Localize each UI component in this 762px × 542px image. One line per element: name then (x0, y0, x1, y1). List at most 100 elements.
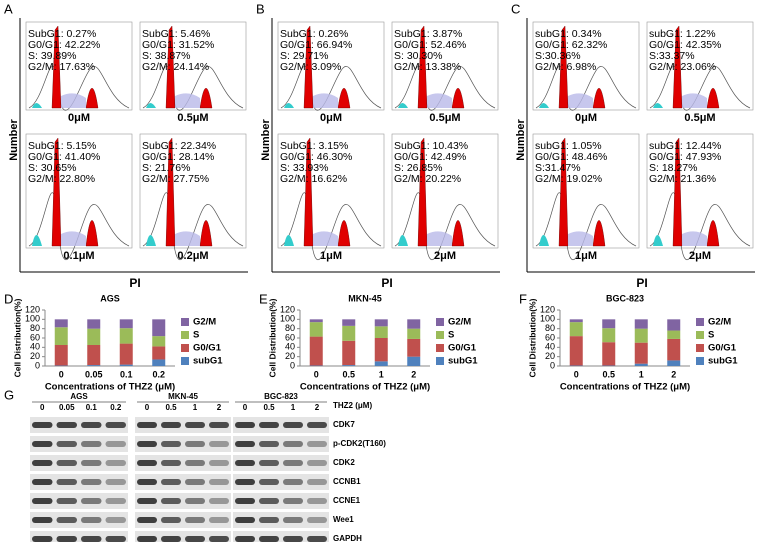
bar-segment (602, 319, 616, 329)
blot-strip (135, 436, 231, 452)
subg1-peak (398, 103, 408, 108)
band (32, 536, 53, 542)
bar-segment (569, 336, 583, 366)
band (259, 460, 279, 466)
g2-peak (592, 220, 606, 247)
band (137, 460, 157, 466)
phase-stat: S: 30.30% (394, 50, 442, 62)
subg1-peak (32, 235, 42, 246)
bar-segment (374, 319, 388, 327)
blot-strip (233, 531, 329, 542)
y-tick-label: 0 (290, 360, 295, 370)
dose-label: 0.5μM (429, 112, 460, 124)
bar-segment (342, 319, 356, 326)
blot-strip (30, 512, 128, 528)
bar-segment (374, 361, 388, 366)
bar-segment (667, 330, 681, 339)
phase-stat: G2/M: 22.80% (28, 173, 95, 185)
band (209, 479, 229, 485)
bar-segment (309, 319, 323, 323)
band (259, 498, 279, 504)
band (283, 441, 303, 447)
band (32, 479, 53, 485)
bar-segment (634, 363, 648, 366)
dose: 1 (291, 403, 296, 412)
y-tick-label: 20 (30, 351, 40, 361)
phase-stat: G0/G1: 48.46% (535, 151, 607, 163)
g2-peak (706, 88, 720, 109)
g1-peak (672, 25, 683, 109)
bar-segment (342, 365, 356, 366)
histogram-outline (28, 192, 130, 260)
x-axis-label: Concentrations of THZ2 (μM) (300, 382, 430, 393)
legend-swatch (436, 331, 444, 339)
bar-segment (667, 319, 681, 331)
x-axis-label: Concentrations of THZ2 (μM) (560, 382, 690, 393)
dose-label: 1μM (320, 250, 342, 262)
dose-label: 1μM (575, 250, 597, 262)
bar-segment (119, 319, 133, 329)
y-tick-label: 120 (540, 304, 555, 314)
legend-label: S (193, 330, 199, 341)
blot-strip (30, 417, 128, 433)
phase-stat: G2/M: 24.14% (142, 61, 209, 73)
band (185, 460, 205, 466)
band (161, 536, 181, 542)
bar-segment (309, 322, 323, 337)
legend-swatch (181, 344, 189, 352)
phase-stat: SubG1: 22.34% (142, 140, 216, 152)
y-tick-label: 40 (30, 342, 40, 352)
band (307, 536, 327, 542)
band (105, 460, 126, 466)
y-tick-label: 0 (550, 360, 555, 370)
phase-stat: SubG1: 0.26% (280, 28, 348, 40)
phase-stat: G0/G1: 46.30% (280, 151, 352, 163)
dose: 0.5 (165, 403, 177, 412)
legend-label: subG1 (448, 356, 478, 367)
band (56, 479, 77, 485)
band (283, 479, 303, 485)
phase-stat: S: 18.27% (649, 162, 697, 174)
band (105, 441, 126, 447)
x-axis-label: PI (129, 276, 140, 290)
dose: 0 (40, 403, 45, 412)
panel-letter: E (259, 291, 268, 306)
bar-segment (634, 328, 648, 343)
subg1-peak (398, 235, 408, 246)
bar-segment (407, 319, 421, 329)
panel-letter: D (4, 291, 13, 306)
y-tick-label: 60 (30, 332, 40, 342)
phase-stat: S:33.37% (649, 50, 695, 62)
bar-segment (667, 338, 681, 361)
phase-stat: SubG1: 5.15% (28, 140, 96, 152)
blot-strip (233, 417, 329, 433)
bar-segment (374, 326, 388, 338)
g1-peak (51, 25, 62, 109)
g1-peak (165, 137, 176, 247)
dose-label: 2μM (434, 250, 456, 262)
band (105, 498, 126, 504)
bar-segment (407, 338, 421, 357)
s-phase (61, 93, 86, 108)
g2-peak (337, 220, 351, 247)
y-tick-label: 40 (285, 342, 295, 352)
band (32, 441, 53, 447)
subg1-peak (32, 103, 42, 108)
phase-stat: S: 30.65% (28, 162, 76, 174)
phase-stat: SubG1: 0.27% (28, 28, 96, 40)
chart-title: AGS (100, 293, 120, 303)
phase-stat: S: 26.85% (394, 162, 442, 174)
y-tick-label: 60 (545, 332, 555, 342)
blot-strip (233, 455, 329, 471)
x-tick-label: 0 (314, 369, 319, 379)
blot-strip (233, 474, 329, 490)
x-tick-label: 0.2 (152, 369, 165, 379)
blot-strip (135, 512, 231, 528)
y-tick-label: 100 (25, 314, 40, 324)
band (209, 441, 229, 447)
band (209, 536, 229, 542)
y-axis-label: Cell Distribution(%) (527, 298, 537, 377)
bar-segment (119, 364, 133, 366)
band (56, 422, 77, 428)
dose-label: 2μM (689, 250, 711, 262)
